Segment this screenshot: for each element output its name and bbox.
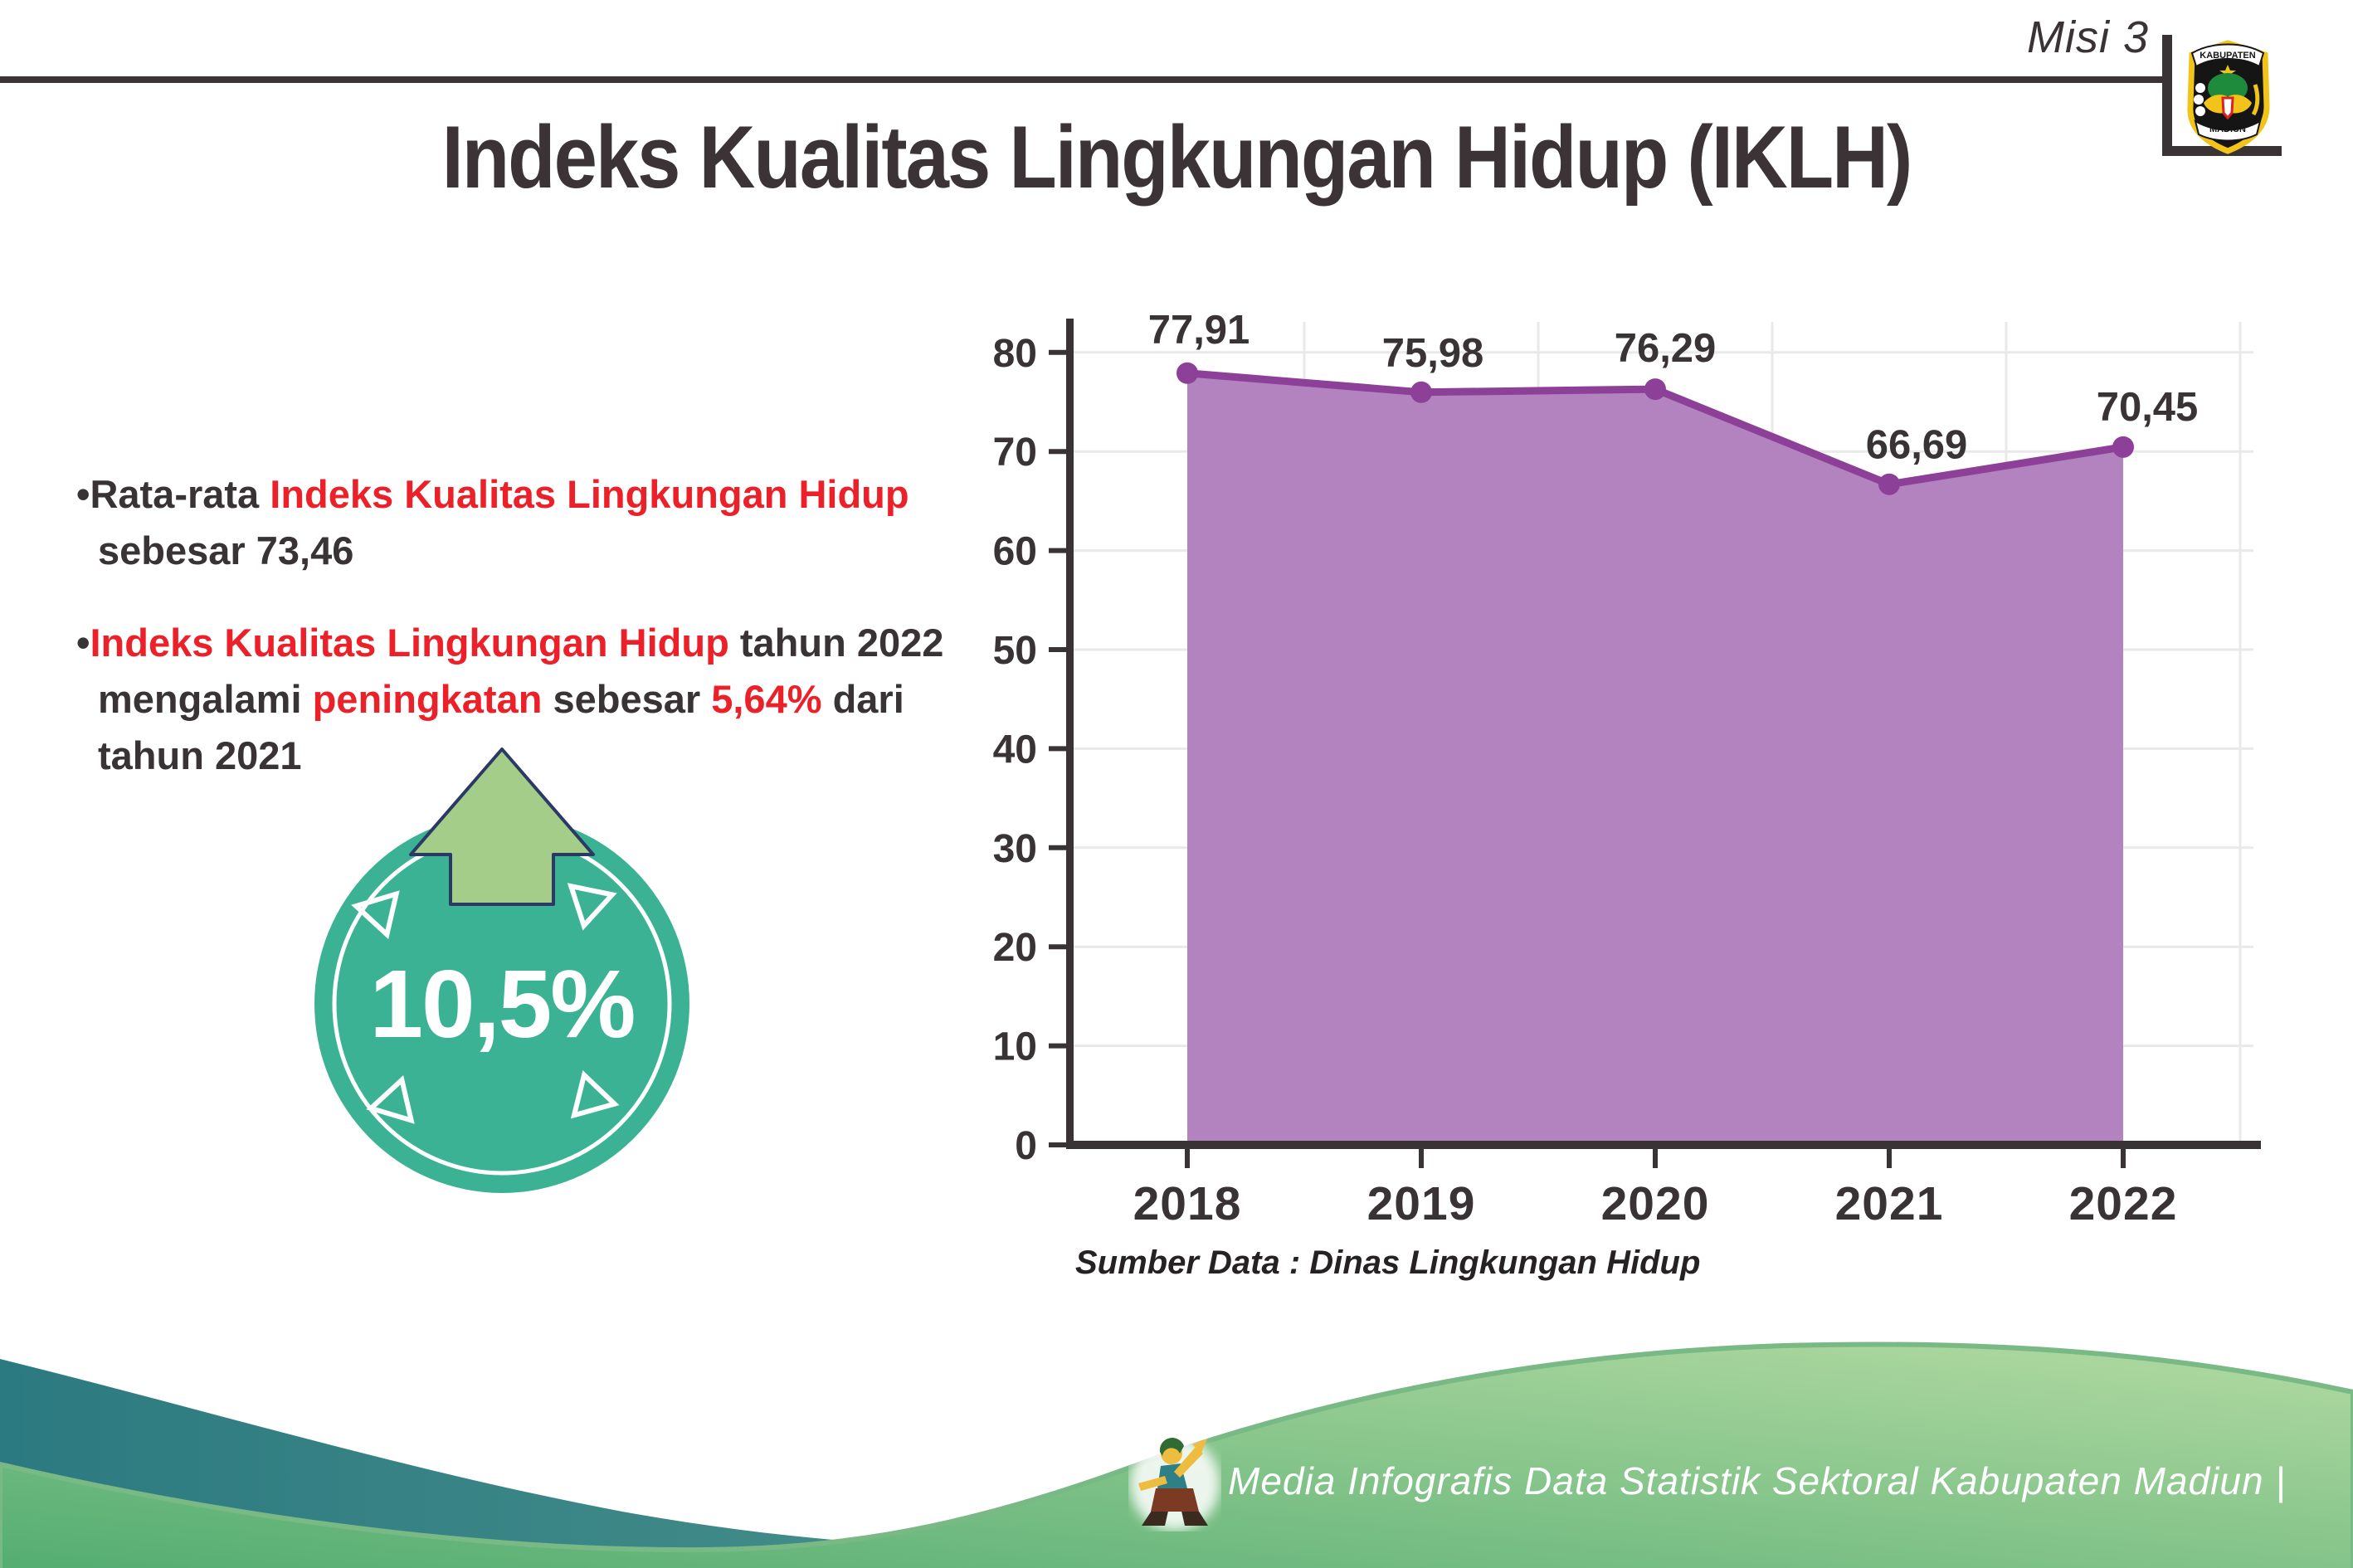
bullet-text-segment: sebesar 73,46 (98, 528, 354, 572)
logo-wheat (2251, 84, 2260, 116)
mascot-skirt (1151, 1488, 1199, 1512)
bullet-item: •Rata-rata Indeks Kualitas Lingkungan Hi… (76, 466, 972, 578)
header-rule (0, 76, 2167, 83)
x-category-label: 2021 (1835, 1177, 1944, 1230)
data-label: 66,69 (1866, 423, 1968, 468)
x-category-label: 2022 (2069, 1177, 2178, 1230)
mascot-hair (1159, 1438, 1184, 1456)
bullet-text-segment: Indeks Kualitas Lingkungan Hidup (270, 472, 909, 516)
x-category-label: 2018 (1133, 1177, 1242, 1230)
y-tick-label: 50 (993, 629, 1037, 673)
logo-top-text: KABUPATEN (2200, 51, 2255, 61)
bullet-text-segment: Indeks Kualitas Lingkungan Hidup (90, 621, 729, 665)
data-point (1176, 362, 1198, 384)
data-point (1410, 381, 1432, 403)
y-tick-label: 30 (993, 827, 1037, 871)
x-category-label: 2019 (1367, 1177, 1476, 1230)
badge-value: 10,5% (370, 950, 635, 1058)
logo-wing-right (2229, 95, 2252, 114)
logo-wing-left (2204, 95, 2227, 114)
data-label: 70,45 (2097, 385, 2199, 430)
data-point (2112, 436, 2134, 458)
data-point (1878, 473, 1900, 495)
logo-bracket-vertical (2162, 35, 2172, 156)
y-tick-label: 80 (993, 332, 1037, 376)
bullet-text-segment: sebesar (542, 677, 712, 722)
logo-cotton-1 (2195, 83, 2205, 93)
iklh-area-chart: 77,91 75,98 76,29 66,69 70,45 0 10 20 30 40 50 60 70… (993, 308, 2261, 1230)
increase-badge: 10,5% (314, 747, 689, 1193)
y-tick-label: 10 (993, 1025, 1037, 1069)
y-axis-line (1066, 319, 1074, 1149)
y-tick-label: 0 (1015, 1124, 1037, 1168)
kabupaten-madiun-logo: KABUPATEN MADIUN (2187, 40, 2270, 154)
chart-area (1187, 373, 2123, 1145)
logo-ribbon-bottom (2194, 119, 2262, 142)
data-label: 76,29 (1615, 326, 1717, 371)
dancer-mascot-icon (1130, 1436, 1220, 1531)
data-point (1644, 378, 1666, 401)
data-label: 75,98 (1382, 331, 1484, 376)
bullet-text-segment: •Rata-rata (76, 472, 270, 516)
triangle-sw-icon (366, 1074, 415, 1124)
up-arrow-icon (409, 747, 595, 906)
bullet-text-segment: tahun 2021 (98, 733, 302, 777)
y-tick-label: 60 (993, 530, 1037, 574)
mascot-hand-flare (1192, 1439, 1207, 1453)
mascot-arm-left (1138, 1476, 1167, 1491)
summary-bullets: •Rata-rata Indeks Kualitas Lingkungan Hi… (76, 466, 972, 820)
page-title: Indeks Kualitas Lingkungan Hidup (IKLH) (441, 107, 1913, 207)
bullet-text-segment: tahun 2022 (728, 621, 944, 665)
bullet-text-segment: dari (821, 677, 904, 722)
data-label: 77,91 (1148, 308, 1250, 353)
logo-center-shield (2221, 96, 2234, 120)
badge-tick-triangles (351, 883, 620, 1124)
bullet-text-segment: mengalami (98, 677, 313, 722)
triangle-ne-icon (567, 883, 617, 931)
y-tick-label: 70 (993, 431, 1037, 475)
x-axis-line (1066, 1141, 2261, 1149)
y-tick-label: 20 (993, 926, 1037, 970)
bullet-text-segment: 5,64% (711, 677, 822, 722)
bullet-item: •Indeks Kualitas Lingkungan Hidup tahun … (76, 615, 972, 783)
data-source-note: Sumber Data : Dinas Lingkungan Hidup (1075, 1244, 1701, 1281)
triangle-nw-icon (351, 890, 400, 940)
logo-bottom-text: MADIUN (2209, 124, 2246, 134)
logo-cotton-2 (2194, 95, 2204, 105)
y-tick-label: 40 (993, 728, 1037, 772)
mission-label: Misi 3 (2026, 12, 2149, 62)
bullet-text-segment: peningkatan (312, 677, 543, 722)
triangle-se-icon (570, 1070, 620, 1119)
logo-cotton-3 (2195, 106, 2205, 116)
bullet-text-segment: • (76, 621, 90, 665)
mascot-arm-raised (1174, 1447, 1203, 1478)
footer-caption: Media Infografis Data Statistik Sektoral… (1228, 1459, 2287, 1502)
logo-ribbon-top (2190, 43, 2265, 68)
x-category-label: 2020 (1601, 1177, 1710, 1230)
logo-star (2219, 65, 2236, 80)
